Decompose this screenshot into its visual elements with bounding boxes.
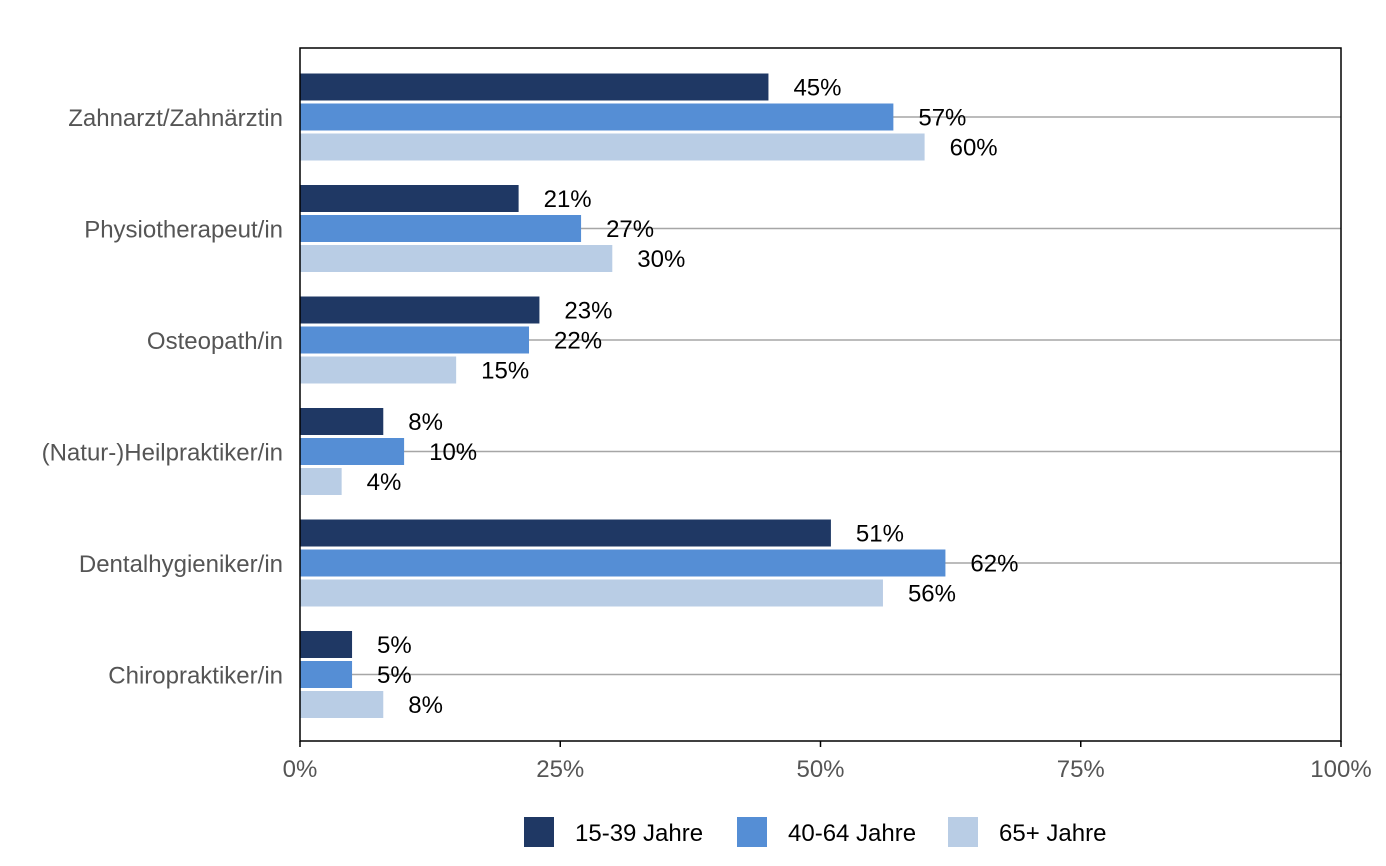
x-tick-label: 25%: [536, 756, 584, 783]
bars: [300, 73, 946, 718]
data-label: 56%: [908, 581, 956, 608]
category-label: Chiropraktiker/in: [108, 663, 283, 690]
bar: [300, 185, 519, 212]
data-label: 60%: [950, 135, 998, 162]
bar: [300, 73, 769, 101]
data-label: 62%: [970, 551, 1018, 578]
x-tick-label: 100%: [1310, 756, 1371, 783]
category-label: (Natur-)Heilpraktiker/in: [42, 440, 283, 467]
category-label: Osteopath/in: [147, 328, 283, 355]
bar: [300, 519, 831, 547]
bar: [300, 245, 613, 272]
x-axis: 0% 25% 50% 75% 100%: [283, 741, 1372, 783]
data-label: 8%: [408, 692, 443, 719]
legend-swatch: [737, 817, 767, 847]
category-label: Dentalhygieniker/in: [79, 551, 283, 578]
legend-label: 40-64 Jahre: [788, 820, 916, 847]
data-label: 51%: [856, 521, 904, 548]
data-label: 15%: [481, 358, 529, 385]
data-label: 45%: [793, 75, 841, 102]
bar: [300, 326, 530, 354]
bar: [300, 579, 883, 607]
category-label: Physiotherapeut/in: [84, 217, 283, 244]
data-label: 30%: [637, 246, 685, 273]
bar: [300, 468, 342, 495]
category-label: Zahnarzt/Zahnärztin: [68, 105, 283, 132]
bar: [300, 691, 384, 718]
data-label: 27%: [606, 216, 654, 243]
data-label: 10%: [429, 439, 477, 466]
plot-background: [300, 48, 1341, 741]
data-label: 57%: [918, 105, 966, 132]
x-tick-label: 75%: [1057, 756, 1105, 783]
bar: [300, 133, 925, 161]
data-label: 23%: [564, 298, 612, 325]
data-label: 5%: [377, 632, 412, 659]
bar: [300, 215, 582, 242]
x-tick-label: 50%: [796, 756, 844, 783]
bar: [300, 661, 353, 688]
data-label: 5%: [377, 662, 412, 689]
legend-label: 15-39 Jahre: [575, 820, 703, 847]
bar: [300, 103, 894, 131]
legend-swatch: [948, 817, 978, 847]
x-tick-label: 0%: [283, 756, 318, 783]
bar: [300, 296, 540, 324]
category-labels: Zahnarzt/Zahnärztin Physiotherapeut/in Ost…: [42, 105, 283, 690]
data-labels: 45% 57% 60% 21% 27% 30% 23% 22% 15% 8% 10% 4% 51% 62%…: [367, 75, 1019, 720]
data-label: 21%: [544, 186, 592, 213]
bar: [300, 631, 353, 658]
bar: [300, 438, 405, 465]
legend-label: 65+ Jahre: [999, 820, 1106, 847]
data-label: 4%: [367, 469, 402, 496]
legend: 15-39 Jahre 40-64 Jahre 65+ Jahre: [524, 817, 1106, 847]
data-label: 22%: [554, 328, 602, 355]
bar: [300, 408, 384, 435]
legend-swatch: [524, 817, 554, 847]
data-label: 8%: [408, 409, 443, 436]
bar: [300, 549, 946, 577]
bar: [300, 356, 457, 384]
